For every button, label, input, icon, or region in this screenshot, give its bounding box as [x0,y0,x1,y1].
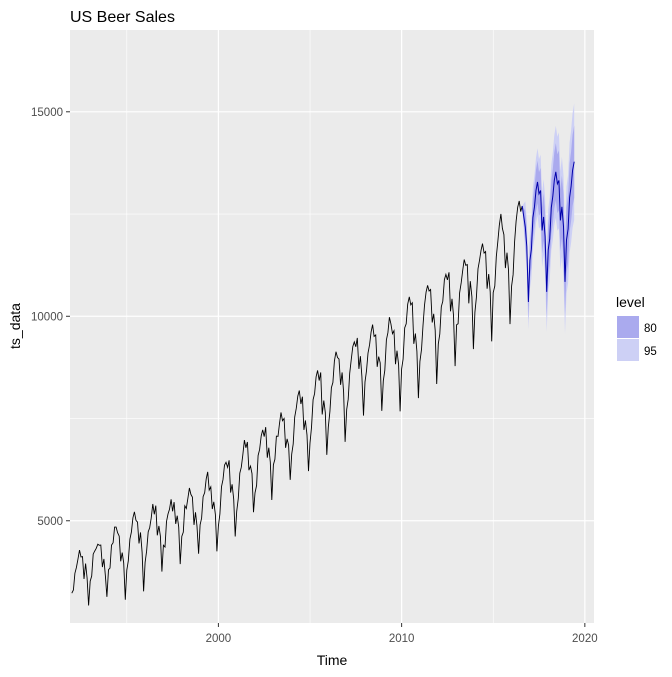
plot-panel [70,30,594,623]
legend-label-95: 95 [644,346,657,358]
series-lines [71,161,575,606]
historical-series-line [71,200,523,606]
y-axis: 5000 10000 15000 [31,107,70,528]
y-tick-label: 5000 [37,516,63,528]
x-axis: 2000 2010 2020 [206,623,598,645]
x-axis-label: Time [317,652,348,668]
chart-title: US Beer Sales [70,9,175,26]
legend-key-80 [617,316,639,338]
y-tick-label: 15000 [31,107,63,119]
forecast-mean-line [521,161,575,303]
legend: level 80 95 [616,294,657,361]
legend-key-95 [617,339,639,361]
legend-label-80: 80 [644,323,657,335]
x-tick-label: 2010 [389,633,415,645]
legend-title: level [616,294,645,310]
forecast-band-95 [522,103,575,334]
y-tick-label: 10000 [31,311,63,323]
x-tick-label: 2000 [206,633,232,645]
y-axis-label: ts_data [7,303,23,349]
x-tick-label: 2020 [572,633,598,645]
